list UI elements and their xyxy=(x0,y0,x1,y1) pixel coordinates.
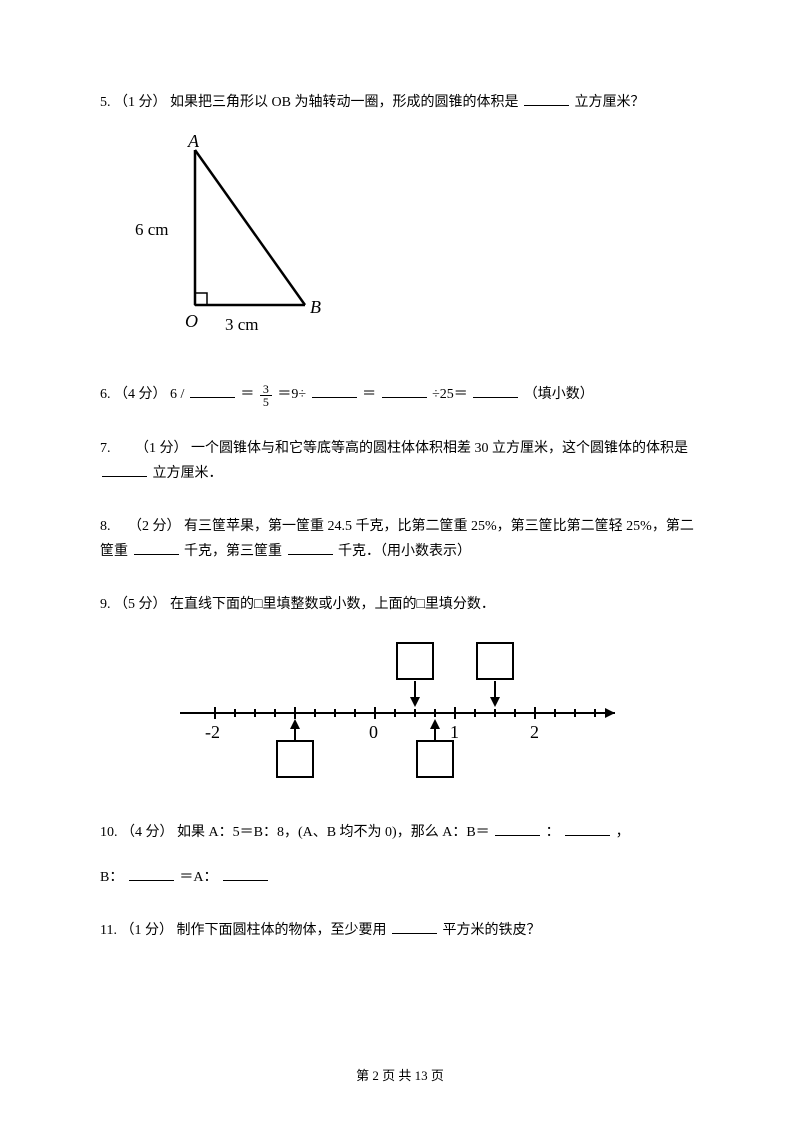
q10-blank3 xyxy=(129,865,174,881)
q10-points: （4 分） xyxy=(121,825,174,840)
label-0: 0 xyxy=(369,722,378,742)
q6-points: （4 分） xyxy=(114,387,167,402)
question-5: 5. （1 分） 如果把三角形以 OB 为轴转动一圈，形成的圆锥的体积是 立方厘… xyxy=(100,90,700,354)
q8-text2: 千克，第三筐重 xyxy=(184,544,282,559)
q7-text2: 立方厘米． xyxy=(153,466,223,481)
q6-num: 6. xyxy=(100,387,111,402)
question-9: 9. （5 分） 在直线下面的□里填整数或小数，上面的□里填分数． xyxy=(100,592,700,791)
q7-points: （1 分） xyxy=(135,441,188,456)
question-6: 6. （4 分） 6 / ＝ 3 5 ＝9÷ ＝ ÷25＝ （填小数） xyxy=(100,382,700,407)
label-B: B xyxy=(310,297,321,317)
q8-blank1 xyxy=(134,539,179,555)
label-6cm: 6 cm xyxy=(135,220,169,239)
q10-blank2 xyxy=(565,820,610,836)
q11-blank xyxy=(392,918,437,934)
q6-blank2 xyxy=(312,382,357,398)
numberline-diagram: -2 0 1 2 xyxy=(100,633,700,792)
q8-text3: 千克．（用小数表示） xyxy=(338,544,471,559)
triangle-svg: A O B 6 cm 3 cm xyxy=(130,135,350,345)
q6-blank4 xyxy=(473,382,518,398)
q10-text3: ， xyxy=(616,825,630,840)
q10-line2: B： ＝A： xyxy=(100,865,700,890)
q6-blank1 xyxy=(190,382,235,398)
label-A: A xyxy=(187,135,200,151)
q9-points: （5 分） xyxy=(114,597,167,612)
q8-num: 8. xyxy=(100,519,111,534)
q6-part3: ＝ xyxy=(362,387,376,402)
page-footer: 第 2 页 共 13 页 xyxy=(0,1064,800,1087)
label-1: 1 xyxy=(450,722,459,742)
q5-blank xyxy=(524,90,569,106)
label-2: 2 xyxy=(530,722,539,742)
q5-text-before: 如果把三角形以 OB 为轴转动一圈，形成的圆锥的体积是 xyxy=(170,95,518,110)
q9-text: 在直线下面的□里填整数或小数，上面的□里填分数． xyxy=(170,597,495,612)
q6-part5: （填小数） xyxy=(524,387,594,402)
q10-blank1 xyxy=(495,820,540,836)
question-7: 7. （1 分） 一个圆锥体与和它等底等高的圆柱体体积相差 30 立方厘米，这个… xyxy=(100,436,700,486)
q10-line2-a: B： xyxy=(100,870,123,885)
q8-points: （2 分） xyxy=(128,519,181,534)
q11-points: （1 分） xyxy=(120,923,173,938)
footer-text: 第 2 页 共 13 页 xyxy=(356,1068,444,1083)
numberline-svg: -2 0 1 2 xyxy=(165,633,635,783)
q7-num: 7. xyxy=(100,441,111,456)
q6-part4: ÷25＝ xyxy=(432,387,468,402)
q10-text2: ： xyxy=(546,825,560,840)
q10-text1: 如果 A：5＝B：8，(A、B 均不为 0)，那么 A：B＝ xyxy=(177,825,490,840)
question-8: 8. （2 分） 有三筐苹果，第一筐重 24.5 千克，比第二筐重 25%，第三… xyxy=(100,514,700,564)
q5-text-after: 立方厘米？ xyxy=(574,95,644,110)
question-11: 11. （1 分） 制作下面圆柱体的物体，至少要用 平方米的铁皮？ xyxy=(100,918,700,943)
q6-part1: 6 / xyxy=(170,387,184,402)
q11-num: 11. xyxy=(100,923,117,938)
q6-fraction: 3 5 xyxy=(260,383,272,408)
q6-eq1: ＝ xyxy=(240,387,254,402)
question-10: 10. （4 分） 如果 A：5＝B：8，(A、B 均不为 0)，那么 A：B＝… xyxy=(100,820,700,890)
label-O: O xyxy=(185,311,198,331)
q10-blank4 xyxy=(223,865,268,881)
q10-num: 10. xyxy=(100,825,118,840)
q6-blank3 xyxy=(382,382,427,398)
q7-text1: 一个圆锥体与和它等底等高的圆柱体体积相差 30 立方厘米，这个圆锥体的体积是 xyxy=(191,441,688,456)
q11-text2: 平方米的铁皮？ xyxy=(442,923,540,938)
label-3cm: 3 cm xyxy=(225,315,259,334)
q5-points: （1 分） xyxy=(114,95,167,110)
q5-num: 5. xyxy=(100,95,111,110)
q6-part2: ＝9÷ xyxy=(277,387,306,402)
q10-line2-b: ＝A： xyxy=(179,870,217,885)
q7-blank xyxy=(102,461,147,477)
q9-num: 9. xyxy=(100,597,111,612)
q11-text1: 制作下面圆柱体的物体，至少要用 xyxy=(176,923,386,938)
label-neg2: -2 xyxy=(205,722,220,742)
q8-blank2 xyxy=(288,539,333,555)
triangle-diagram: A O B 6 cm 3 cm xyxy=(130,135,700,354)
